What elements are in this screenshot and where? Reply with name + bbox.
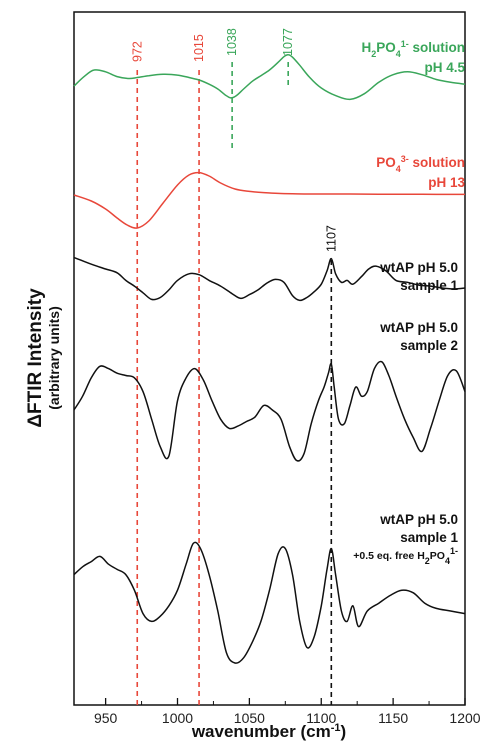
plot-frame xyxy=(73,11,466,706)
y-axis-sublabel: (arbitrary units) xyxy=(46,306,62,409)
series-label-5-line3: +0.5 eq. free H2PO41- xyxy=(353,546,458,566)
series-line-2 xyxy=(73,171,465,229)
series-label-2: PO43- solution xyxy=(376,154,465,174)
series-line-3 xyxy=(73,256,466,302)
series-label-4-line2: sample 2 xyxy=(400,338,458,353)
series-label-2-line2: pH 13 xyxy=(428,175,465,190)
x-tick-label-1000: 1000 xyxy=(162,710,193,726)
series-label-5-line2: sample 1 xyxy=(400,530,458,545)
y-axis-label: ΔFTIR Intensity xyxy=(25,288,46,428)
series-label-3: wtAP pH 5.0 xyxy=(379,260,458,275)
x-axis-label: wavenumber (cm-1) xyxy=(191,722,346,741)
x-tick-label-950: 950 xyxy=(94,710,118,726)
peak-label-1107: 1107 xyxy=(324,225,338,252)
x-tick-label-1050: 1050 xyxy=(234,710,265,726)
series-line-4 xyxy=(73,360,466,462)
x-tick-label-1100: 1100 xyxy=(306,710,336,726)
peak-markers: 972 1015 1038 1077 1107 xyxy=(130,28,338,705)
peak-label-1077: 1077 xyxy=(281,28,295,56)
y-axis-label-group: ΔFTIR Intensity (arbitrary units) xyxy=(25,288,62,428)
series-label-1-line2: pH 4.5 xyxy=(424,60,465,75)
series-label-4: wtAP pH 5.0 xyxy=(379,320,458,335)
peak-label-1015: 1015 xyxy=(192,34,206,62)
series-label-1: H2PO41- solution xyxy=(361,39,465,59)
x-tick-label-1200: 1200 xyxy=(449,710,480,726)
series-lines xyxy=(73,54,466,664)
series-line-5 xyxy=(73,541,466,664)
series-line-1 xyxy=(73,54,466,101)
x-tick-label-1150: 1150 xyxy=(378,710,408,726)
peak-label-1038: 1038 xyxy=(225,28,239,56)
series-label-5: wtAP pH 5.0 xyxy=(379,512,458,527)
series-label-3-line2: sample 1 xyxy=(400,278,458,293)
x-axis: 950 1000 1050 1100 1150 1200 xyxy=(94,698,481,726)
peak-label-972: 972 xyxy=(130,41,144,62)
